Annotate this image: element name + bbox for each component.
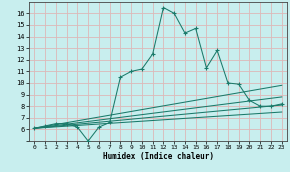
X-axis label: Humidex (Indice chaleur): Humidex (Indice chaleur): [103, 152, 213, 161]
